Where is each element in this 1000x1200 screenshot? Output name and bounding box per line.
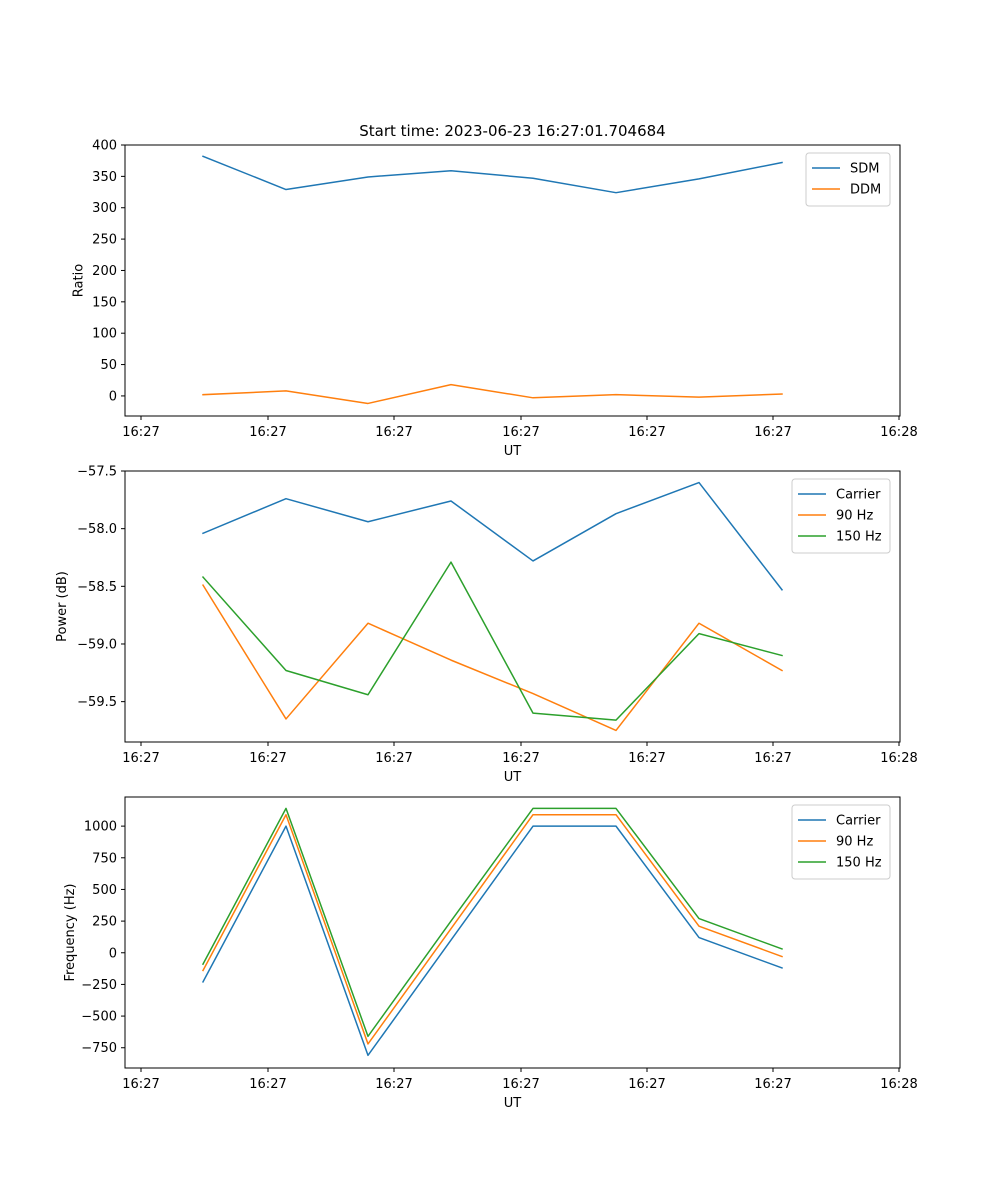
y-tick-label: 200	[92, 264, 117, 279]
legend-label: SDM	[850, 162, 879, 177]
x-tick-label: 16:27	[249, 425, 286, 440]
y-tick-label: 0	[109, 946, 117, 961]
legend-box	[805, 152, 891, 207]
x-tick-label: 16:28	[880, 1077, 917, 1092]
y-axis-label: Power (dB)	[55, 571, 70, 642]
x-tick-label: 16:27	[628, 425, 665, 440]
x-tick-label: 16:27	[122, 751, 159, 766]
y-tick-label: −58.5	[77, 580, 117, 595]
chart-panel-3: 16:27 16:27 16:27 16:27 16:27 16:27 16:28 UT −75…	[63, 796, 918, 1111]
plot-frame	[124, 796, 901, 1069]
x-tick-label: 16:27	[249, 1077, 286, 1092]
y-tick-label: 400	[92, 139, 117, 154]
x-tick-label: 16:27	[375, 1077, 412, 1092]
x-tick-label: 16:27	[122, 1077, 159, 1092]
legend: Carrier 90 Hz 150 Hz	[791, 804, 891, 880]
y-tick-label: −750	[81, 1041, 117, 1056]
x-axis-label: UT	[504, 770, 522, 785]
y-tick-label: 100	[92, 327, 117, 342]
y-tick-label: 250	[92, 915, 117, 930]
y-tick-label: −59.0	[77, 637, 117, 652]
legend-label: Carrier	[836, 488, 881, 503]
series-line-90-hz	[201, 813, 783, 1045]
legend-label: DDM	[850, 183, 881, 198]
legend-label: 150 Hz	[836, 530, 882, 545]
legend-label: 150 Hz	[836, 856, 882, 871]
y-axis-label: Frequency (Hz)	[63, 883, 78, 981]
chart-title: Start time: 2023-06-23 16:27:01.704684	[359, 122, 665, 140]
x-tick-label: 16:27	[249, 751, 286, 766]
series-line-sdm	[202, 155, 783, 194]
legend-label: 90 Hz	[836, 509, 873, 524]
plot-frame	[124, 144, 901, 417]
series-line-carrier	[201, 825, 783, 1057]
y-tick-label: −500	[81, 1010, 117, 1025]
x-tick-label: 16:27	[754, 425, 791, 440]
y-tick-label: 300	[92, 201, 117, 216]
x-tick-label: 16:27	[375, 425, 412, 440]
legend: SDM DDM	[805, 152, 891, 207]
y-tick-label: 0	[109, 389, 117, 404]
x-tick-label: 16:27	[502, 1077, 539, 1092]
legend-label: Carrier	[836, 814, 881, 829]
y-tick-label: −57.5	[77, 465, 117, 480]
x-tick-label: 16:28	[880, 751, 917, 766]
series-line-ddm	[202, 383, 783, 405]
legend-box	[791, 804, 891, 880]
legend-box	[791, 478, 891, 554]
y-tick-label: −58.0	[77, 522, 117, 537]
y-axis-label: Ratio	[71, 264, 86, 297]
y-tick-label: 250	[92, 233, 117, 248]
y-tick-label: 500	[92, 883, 117, 898]
chart-panel-2: 16:27 16:27 16:27 16:27 16:27 16:27 16:28 UT −59…	[55, 465, 918, 786]
x-tick-label: 16:27	[122, 425, 159, 440]
x-tick-label: 16:27	[375, 751, 412, 766]
y-tick-label: 750	[92, 851, 117, 866]
x-tick-label: 16:27	[628, 1077, 665, 1092]
series-line-carrier	[202, 481, 784, 591]
series-line-150-hz	[201, 807, 783, 1038]
y-tick-label: −250	[81, 978, 117, 993]
legend: Carrier 90 Hz 150 Hz	[791, 478, 891, 554]
x-tick-label: 16:27	[628, 751, 665, 766]
series-line-150-hz	[201, 561, 783, 721]
chart-panel-1: Start time: 2023-06-23 16:27:01.704684 16…	[71, 122, 917, 459]
x-tick-label: 16:28	[880, 425, 917, 440]
x-tick-label: 16:27	[754, 1077, 791, 1092]
y-tick-label: 150	[92, 295, 117, 310]
y-tick-label: −59.5	[77, 695, 117, 710]
y-tick-label: 1000	[84, 820, 117, 835]
series-line-90-hz	[201, 584, 784, 732]
x-axis-label: UT	[504, 1096, 522, 1111]
x-tick-label: 16:27	[502, 425, 539, 440]
x-tick-label: 16:27	[502, 751, 539, 766]
y-tick-label: 350	[92, 170, 117, 185]
x-tick-label: 16:27	[754, 751, 791, 766]
x-axis-label: UT	[504, 444, 522, 459]
y-tick-label: 50	[100, 358, 117, 373]
legend-label: 90 Hz	[836, 835, 873, 850]
plot-frame	[124, 470, 901, 743]
